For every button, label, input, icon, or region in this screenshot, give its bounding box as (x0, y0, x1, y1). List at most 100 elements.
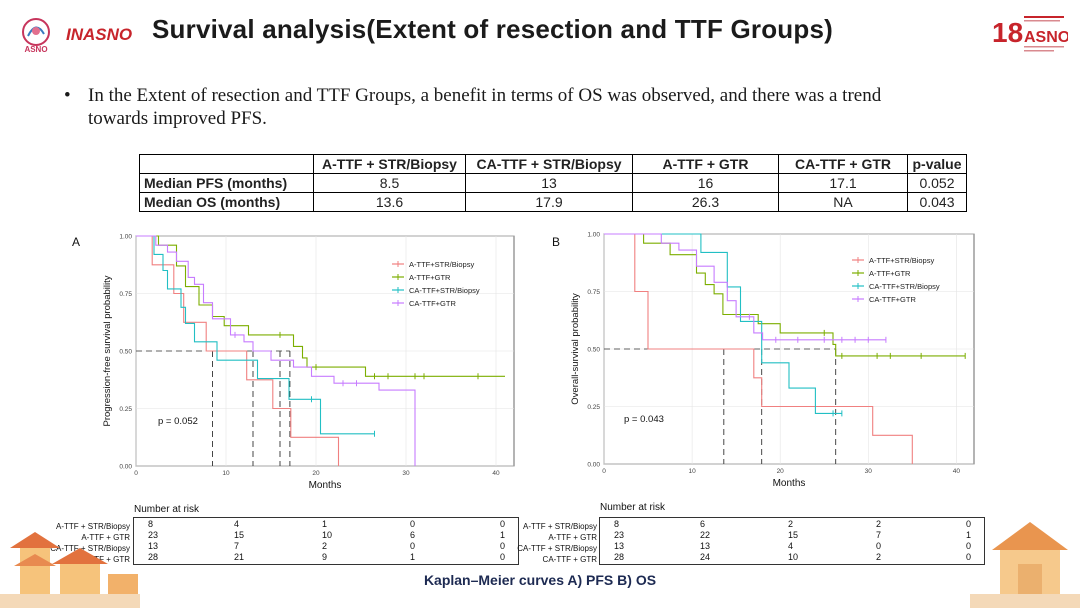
x-tick-label: 20 (312, 470, 320, 477)
risk-count: 0 (500, 519, 506, 529)
pagoda-decoration-icon (0, 532, 140, 608)
legend-label: CA-TTF+GTR (409, 299, 456, 308)
risk-count: 13 (700, 541, 711, 551)
table-cell: 17.1 (778, 173, 908, 193)
x-tick-label: 0 (134, 470, 138, 477)
table-cell: 8.5 (313, 173, 466, 193)
inasno-logo-text: INASNO (66, 25, 132, 44)
risk-count: 15 (788, 530, 799, 540)
table-header-cell: p-value (907, 154, 967, 174)
x-tick-label: 20 (777, 468, 785, 475)
x-axis-label: Months (309, 480, 342, 491)
risk-table-title: Number at risk (600, 502, 666, 513)
congress-number: 18 (992, 17, 1023, 48)
km-chart-os: B 0.00 0.25 0.50 0.75 1.00 0 10 20 30 40 Months Ove… (552, 232, 975, 489)
congress-logo-icon: 18 ASNO (992, 16, 1068, 52)
risk-count: 6 (700, 519, 706, 529)
x-tick-label: 30 (865, 468, 873, 475)
risk-count: 4 (234, 519, 240, 529)
km-curve (136, 235, 375, 435)
km-curve (604, 233, 842, 414)
risk-count: 6 (410, 530, 416, 540)
risk-count: 2 (876, 552, 882, 562)
y-tick-label: 0.50 (119, 349, 132, 356)
risk-count: 22 (700, 530, 711, 540)
risk-count: 21 (234, 552, 245, 562)
risk-count: 8 (148, 519, 154, 529)
km-curve (136, 235, 340, 466)
risk-label: A-TTF + GTR (81, 533, 130, 542)
risk-count: 28 (148, 552, 159, 562)
risk-count: 23 (614, 530, 625, 540)
legend-label: CA-TTF+STR/Biopsy (409, 286, 480, 295)
risk-count: 0 (410, 541, 416, 551)
bullet-marker: • (64, 85, 71, 106)
risk-count: 23 (148, 530, 159, 540)
panel-label-a: A (72, 235, 80, 249)
y-tick-label: 0.00 (587, 462, 600, 469)
table-cell: 26.3 (632, 192, 779, 212)
risk-count: 0 (500, 552, 506, 562)
y-tick-label: 0.75 (119, 291, 132, 298)
table-row: Median OS (months) 13.6 17.9 26.3 NA 0.0… (139, 192, 967, 212)
asno-logo-icon: ASNO (22, 18, 50, 54)
y-tick-label: 0.25 (119, 406, 132, 413)
risk-label: A-TTF + STR/Biopsy (55, 522, 130, 531)
risk-count: 0 (500, 541, 506, 551)
table-row-label: Median OS (months) (139, 192, 314, 212)
risk-table-b: 8 6 2 2 0 23 22 15 7 1 13 13 4 0 0 28 24 10 2 0 (599, 517, 985, 565)
table-cell: 16 (632, 173, 779, 193)
risk-count: 0 (876, 541, 882, 551)
figure-caption: Kaplan–Meier curves A) PFS B) OS (423, 572, 657, 588)
slide-header: ASNO INASNO Survival analysis(Extent of … (0, 0, 1080, 66)
table-cell: 17.9 (465, 192, 633, 212)
risk-count: 13 (148, 541, 159, 551)
p-value-label: p = 0.052 (158, 416, 198, 427)
risk-table-a: 8 4 1 0 0 23 15 10 6 1 13 7 2 0 0 28 21 9 1 0 (133, 517, 519, 565)
legend-label: A-TTF+STR/Biopsy (869, 256, 934, 265)
risk-count: 13 (614, 541, 625, 551)
risk-table-title: Number at risk (134, 504, 200, 515)
table-cell: 13.6 (313, 192, 466, 212)
table-header-cell: A-TTF + STR/Biopsy (313, 154, 466, 174)
p-value-label: p = 0.043 (624, 414, 664, 425)
x-tick-label: 40 (953, 468, 961, 475)
km-curve (604, 233, 886, 341)
risk-label: A-TTF + GTR (548, 533, 597, 542)
table-row: Median PFS (months) 8.5 13 16 17.1 0.052 (139, 173, 967, 193)
building-decoration-icon (970, 522, 1080, 608)
x-tick-label: 10 (222, 470, 230, 477)
table-cell: 0.052 (907, 173, 967, 193)
table-header-cell: CA-TTF + STR/Biopsy (465, 154, 633, 174)
x-tick-label: 10 (688, 468, 696, 475)
km-curve (136, 235, 416, 466)
km-curve (604, 233, 913, 464)
risk-label: CA-TTF + STR/Biopsy (517, 544, 597, 553)
risk-count: 15 (234, 530, 245, 540)
km-curve (604, 233, 966, 357)
x-tick-label: 30 (402, 470, 410, 477)
table-cell: 13 (465, 173, 633, 193)
asno-logo-text: ASNO (24, 45, 47, 54)
panel-label-b: B (552, 235, 560, 249)
risk-count: 0 (966, 552, 972, 562)
risk-count: 28 (614, 552, 625, 562)
risk-count: 1 (410, 552, 416, 562)
page-title: Survival analysis(Extent of resection an… (152, 14, 833, 44)
risk-count: 2 (876, 519, 882, 529)
y-tick-label: 0.25 (587, 404, 600, 411)
legend-label: CA-TTF+GTR (869, 295, 916, 304)
table-header-row: A-TTF + STR/Biopsy CA-TTF + STR/Biopsy A… (139, 154, 967, 174)
km-curve (136, 235, 505, 377)
y-tick-label: 0.00 (119, 464, 132, 471)
x-tick-label: 40 (492, 470, 500, 477)
y-tick-label: 1.00 (119, 234, 132, 241)
risk-count: 0 (966, 541, 972, 551)
legend-label: CA-TTF+STR/Biopsy (869, 282, 940, 291)
legend-label: A-TTF+GTR (869, 269, 911, 278)
inasno-logo-icon: INASNO (66, 25, 132, 44)
y-tick-label: 0.75 (587, 289, 600, 296)
risk-label: CA-TTF + GTR (75, 555, 130, 564)
y-axis-label: Overall-survival probability (570, 293, 581, 405)
table-header-cell (139, 154, 314, 174)
